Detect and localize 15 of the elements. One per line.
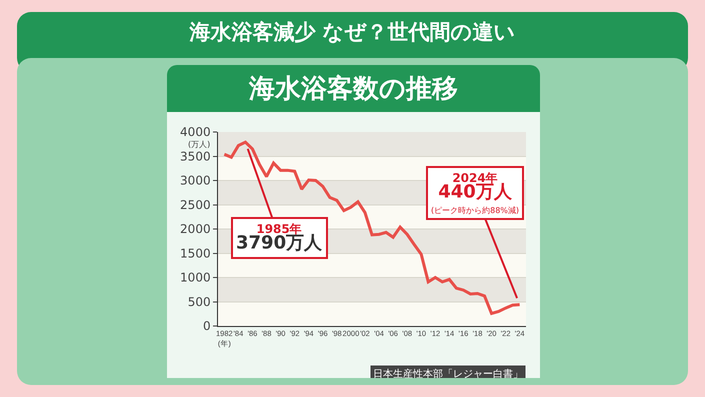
chart-subtitle: 海水浴客数の推移	[248, 73, 459, 106]
y-axis-title: (万人)	[188, 140, 210, 149]
annotation: 2024年 440万人 (ピーク時から約88%減)	[431, 171, 520, 216]
y-tick-label: 4000	[180, 125, 211, 140]
y-tick-label: 2000	[180, 222, 211, 236]
y-tick-label: 1000	[180, 270, 211, 285]
y-tick-label: 3000	[180, 174, 211, 188]
text: 日本生産性本部「レジャー白書」	[373, 368, 523, 380]
annotation: 1985年 3790万人	[236, 222, 324, 254]
chart-title: 海水浴客減少 なぜ？世代間の違い	[188, 19, 517, 46]
y-tick-label: 3500	[180, 149, 211, 164]
y-tick-label: 500	[188, 294, 211, 309]
y-tick-label: 0	[202, 319, 211, 334]
y-tick-label: 2500	[180, 198, 211, 212]
y-tick-label: 1500	[180, 246, 211, 260]
